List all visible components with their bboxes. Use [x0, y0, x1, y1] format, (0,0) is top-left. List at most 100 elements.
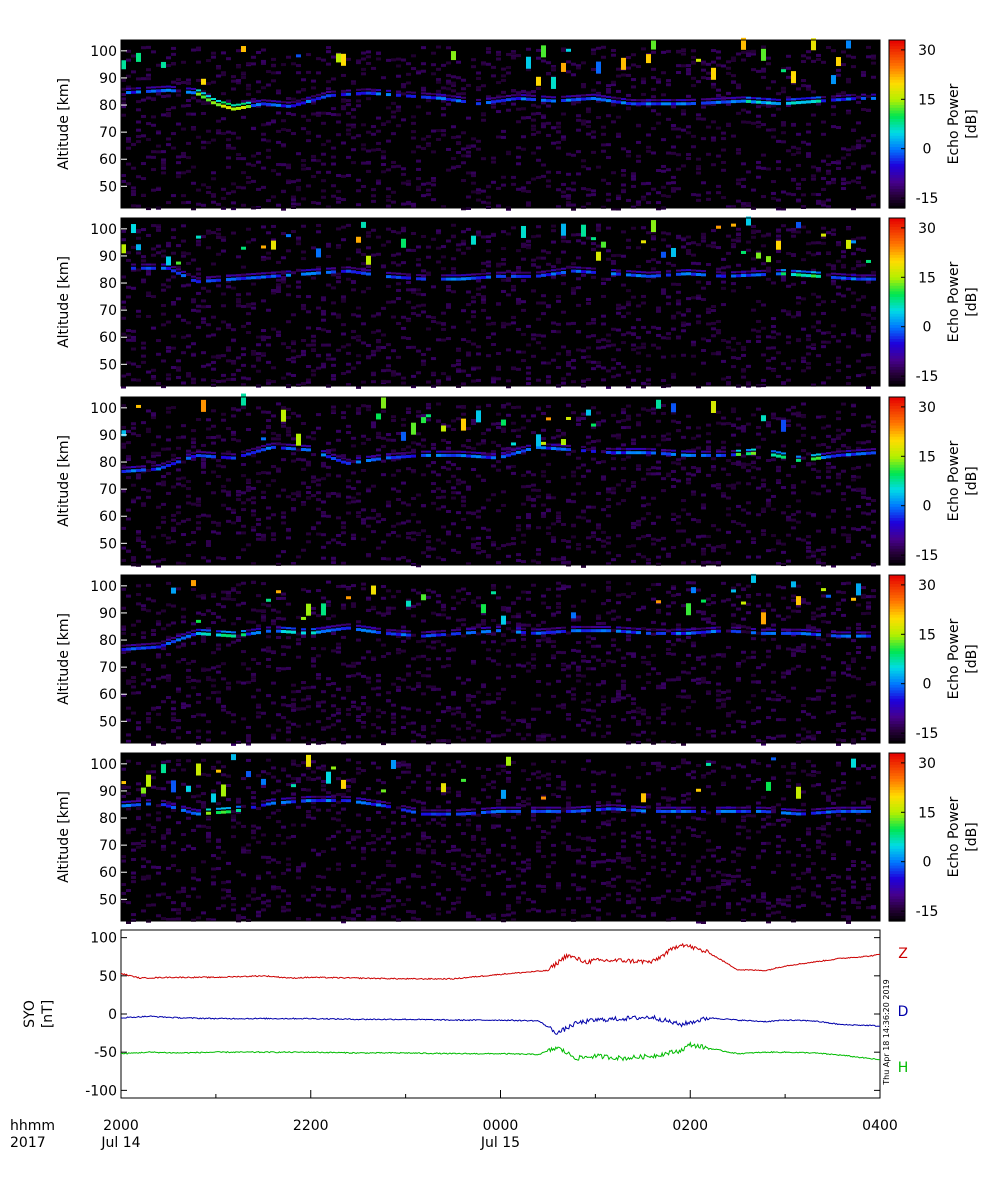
- colorbar: 30 15 0 -15 Echo Power [dB]: [888, 574, 980, 744]
- echo-cells: [121, 216, 876, 389]
- y-tick-label: 100: [90, 757, 117, 773]
- colorbar: 30 15 0 -15 Echo Power [dB]: [888, 217, 980, 387]
- x-tick-label-time: 0400: [862, 1118, 898, 1134]
- echo-cells: [121, 754, 876, 924]
- y-axis-label: Altitude [km]: [56, 435, 72, 527]
- y-tick-label: 70: [99, 482, 117, 498]
- y-tick-label: 60: [99, 687, 117, 703]
- echo-panel-5: 50 60 70 80 90 100 Altitude [km] 30 15 0 -15 Echo P…: [56, 752, 980, 924]
- y-axis-label: Altitude [km]: [56, 791, 72, 883]
- y-axis-label: Altitude [km]: [56, 78, 72, 170]
- echo-panel-4: 50 60 70 80 90 100 Altitude [km] 30 15 0 -15 Echo P…: [56, 573, 980, 746]
- mag-frame: [120, 929, 881, 1099]
- colorbar-frame: [888, 752, 906, 922]
- y-tick-label: 50: [99, 714, 117, 730]
- colorbar-tick-label: 15: [918, 270, 936, 286]
- timestamp-stamp: Thu Apr 18 14:36:20 2019: [882, 979, 891, 1086]
- x-row-label-time: hhmm: [10, 1118, 55, 1134]
- y-tick-label: 90: [99, 784, 117, 800]
- colorbar: 30 15 0 -15 Echo Power [dB]: [888, 39, 980, 209]
- colorbar-tick-label: 30: [918, 578, 936, 594]
- panel-frame: [120, 396, 881, 566]
- y-tick-label: 80: [99, 811, 117, 827]
- series-line-H: [120, 1041, 881, 1062]
- colorbar-tick-label: 0: [923, 499, 932, 515]
- y-tick-label: 60: [99, 330, 117, 346]
- colorbar-tick-label: -15: [916, 191, 939, 207]
- colorbar-frame: [888, 39, 906, 209]
- x-tick-label-date: Jul 14: [100, 1135, 140, 1151]
- colorbar-tick-label: 0: [923, 142, 932, 158]
- magnetometer-panel: 100 50 0 -50 -100 SYO [nT] Z D H Thu Apr 18 14:36:…: [22, 929, 909, 1099]
- y-tick-label: 80: [99, 455, 117, 471]
- legend-Z: Z: [898, 946, 908, 962]
- y-tick-label: 100: [90, 222, 117, 238]
- colorbar-tick-label: 30: [918, 756, 936, 772]
- y-tick-label: 70: [99, 303, 117, 319]
- colorbar-label: Echo Power: [946, 83, 962, 164]
- echo-panel-1: 50 60 70 80 90 100 Altitude [km] 30 15 0 -15 Echo P…: [56, 37, 980, 211]
- y-tick-label: 90: [99, 428, 117, 444]
- colorbar-label: Echo Power: [946, 261, 962, 342]
- colorbar-tick-label: -15: [916, 904, 939, 920]
- panel-frame: [120, 752, 881, 922]
- panel-frame: [120, 217, 881, 387]
- y-axis-label: Altitude [km]: [56, 256, 72, 348]
- colorbar-tick-label: 15: [918, 805, 936, 821]
- x-tick-label-time: 0200: [672, 1118, 708, 1134]
- series-line-Z: [120, 942, 880, 980]
- y-tick-label: 70: [99, 838, 117, 854]
- x-tick-label-time: 0000: [483, 1118, 519, 1134]
- colorbar-tick-label: -15: [916, 548, 939, 564]
- y-tick-label: 60: [99, 865, 117, 881]
- colorbar-tick-label: 30: [918, 43, 936, 59]
- colorbar-label: Echo Power: [946, 440, 962, 521]
- x-tick-label-time: 2000: [103, 1118, 139, 1134]
- y-tick-label: 100: [90, 579, 117, 595]
- y-tick-label: 90: [99, 249, 117, 265]
- colorbar-tick-label: 30: [918, 400, 936, 416]
- colorbar-label: Echo Power: [946, 618, 962, 699]
- y-tick-label: 100: [90, 401, 117, 417]
- colorbar-tick-label: 30: [918, 221, 936, 237]
- y-axis-label: Altitude [km]: [56, 613, 72, 705]
- mag-y-unit: [nT]: [40, 1000, 56, 1028]
- colorbar-unit: [dB]: [964, 109, 980, 138]
- colorbar-unit: [dB]: [964, 287, 980, 316]
- panel-frame: [120, 39, 881, 209]
- mag-y-label: SYO: [22, 1000, 38, 1028]
- colorbar-tick-label: 15: [918, 627, 936, 643]
- echo-panel-3: 50 60 70 80 90 100 Altitude [km] 30 15 0 -15 Echo P…: [56, 393, 980, 568]
- panel-frame: [120, 574, 881, 744]
- mag-y-tick-label: 50: [99, 969, 117, 985]
- colorbar-frame: [888, 396, 906, 566]
- echo-cells: [121, 393, 876, 568]
- panel-background: [121, 218, 880, 386]
- colorbar-frame: [888, 574, 906, 744]
- colorbar-tick-label: 0: [923, 855, 932, 871]
- echo-power-panels: 50 60 70 80 90 100 Altitude [km] 30 15 0 -15 Echo P…: [56, 37, 980, 924]
- mag-y-tick-label: -100: [85, 1083, 117, 1099]
- colorbar-unit: [dB]: [964, 822, 980, 851]
- legend-H: H: [898, 1060, 909, 1076]
- colorbar-label: Echo Power: [946, 796, 962, 877]
- x-tick-label-time: 2200: [293, 1118, 329, 1134]
- colorbar-unit: [dB]: [964, 466, 980, 495]
- x-row-label-year: 2017: [10, 1135, 46, 1151]
- y-tick-label: 50: [99, 357, 117, 373]
- y-tick-label: 50: [99, 536, 117, 552]
- colorbar-frame: [888, 217, 906, 387]
- y-tick-label: 50: [99, 179, 117, 195]
- colorbar: 30 15 0 -15 Echo Power [dB]: [888, 396, 980, 566]
- colorbar-tick-label: 0: [923, 677, 932, 693]
- mag-y-tick-label: 100: [90, 931, 117, 947]
- y-tick-label: 60: [99, 509, 117, 525]
- colorbar-unit: [dB]: [964, 644, 980, 673]
- y-tick-label: 90: [99, 606, 117, 622]
- x-tick-label-date: Jul 15: [480, 1135, 520, 1151]
- series-line-D: [120, 1014, 881, 1035]
- y-tick-label: 80: [99, 98, 117, 114]
- y-tick-label: 50: [99, 892, 117, 908]
